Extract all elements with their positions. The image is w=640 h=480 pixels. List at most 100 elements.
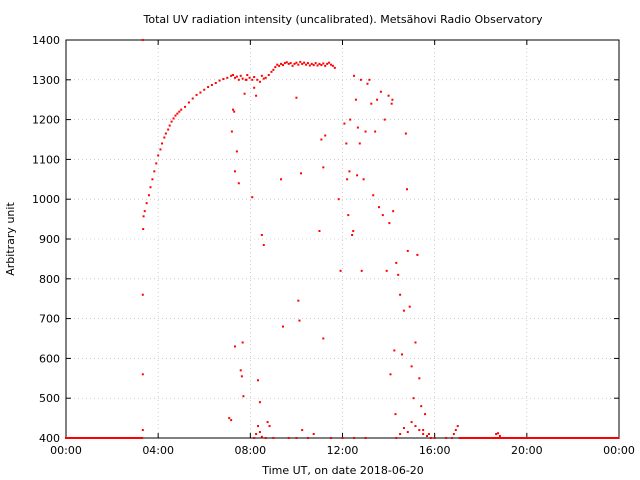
data-point: [495, 437, 498, 439]
data-point: [88, 437, 91, 439]
data-point: [141, 293, 144, 296]
data-point: [299, 60, 302, 63]
data-point: [293, 62, 296, 65]
data-point: [300, 172, 303, 175]
data-point: [256, 78, 259, 81]
data-series: [65, 39, 620, 439]
data-point: [134, 437, 137, 439]
data-point: [601, 437, 604, 439]
data-point: [276, 63, 279, 66]
data-point: [242, 395, 245, 398]
data-point: [203, 88, 206, 91]
data-point: [512, 437, 515, 439]
data-point: [228, 417, 231, 420]
data-point: [287, 437, 290, 439]
data-point: [515, 437, 518, 439]
data-point: [523, 437, 526, 439]
data-point: [105, 437, 108, 439]
data-point: [278, 64, 281, 67]
data-point: [580, 437, 583, 439]
data-point: [538, 437, 541, 439]
data-point: [104, 437, 107, 439]
data-point: [306, 62, 309, 65]
data-point: [594, 437, 597, 439]
data-point: [322, 166, 325, 169]
data-point: [142, 215, 145, 218]
data-point: [345, 142, 348, 145]
data-point: [454, 429, 457, 432]
data-point: [420, 405, 423, 408]
data-point: [77, 437, 80, 439]
data-point: [410, 421, 413, 424]
data-point: [232, 108, 235, 111]
data-point: [268, 425, 271, 428]
data-point: [584, 437, 587, 439]
data-point: [549, 437, 552, 439]
data-point: [75, 437, 78, 439]
data-point: [404, 132, 407, 135]
data-point: [359, 78, 362, 81]
data-point: [376, 98, 379, 101]
data-point: [218, 79, 221, 82]
data-point: [243, 92, 246, 95]
data-point: [281, 325, 284, 328]
data-point: [364, 437, 367, 439]
data-point: [322, 62, 325, 65]
data-point: [129, 437, 132, 439]
data-point: [470, 437, 473, 439]
data-point: [541, 437, 544, 439]
data-point: [571, 437, 574, 439]
data-point: [90, 437, 93, 439]
data-point: [425, 435, 428, 438]
data-point: [574, 437, 577, 439]
data-point: [94, 437, 97, 439]
data-point: [505, 437, 508, 439]
data-point: [226, 76, 229, 79]
data-point: [232, 74, 235, 77]
data-point: [255, 433, 258, 436]
data-point: [557, 437, 560, 439]
data-point: [551, 437, 554, 439]
data-point: [533, 437, 536, 439]
data-point: [106, 437, 109, 439]
data-point: [68, 437, 71, 439]
data-point: [92, 437, 95, 439]
data-point: [388, 222, 391, 225]
data-point: [96, 437, 99, 439]
data-point: [124, 437, 127, 439]
data-point: [520, 437, 523, 439]
data-point: [445, 437, 448, 439]
data-point: [486, 437, 489, 439]
data-point: [312, 64, 315, 67]
data-point: [233, 170, 236, 173]
data-point: [180, 108, 183, 111]
data-point: [222, 78, 225, 81]
data-point: [310, 62, 313, 65]
data-point: [379, 90, 382, 93]
data-point: [540, 437, 543, 439]
data-point: [168, 124, 171, 127]
data-point: [113, 437, 116, 439]
data-point: [498, 437, 501, 439]
data-point: [598, 437, 601, 439]
y-tick-label: 800: [39, 273, 60, 286]
data-point: [159, 148, 162, 151]
data-point: [507, 437, 510, 439]
data-point: [418, 429, 421, 432]
data-point: [427, 433, 430, 436]
data-point: [596, 437, 599, 439]
data-point: [581, 437, 584, 439]
data-point: [331, 64, 334, 67]
data-point: [390, 102, 393, 105]
data-point: [93, 437, 96, 439]
data-point: [542, 437, 545, 439]
data-point: [260, 74, 263, 77]
data-point: [346, 178, 349, 181]
data-point: [615, 437, 618, 439]
data-point: [195, 93, 198, 96]
data-point: [295, 61, 298, 64]
x-tick-label: 08:00: [234, 444, 266, 457]
data-point: [498, 435, 501, 438]
x-tick-label: 12:00: [327, 444, 359, 457]
data-point: [608, 437, 611, 439]
